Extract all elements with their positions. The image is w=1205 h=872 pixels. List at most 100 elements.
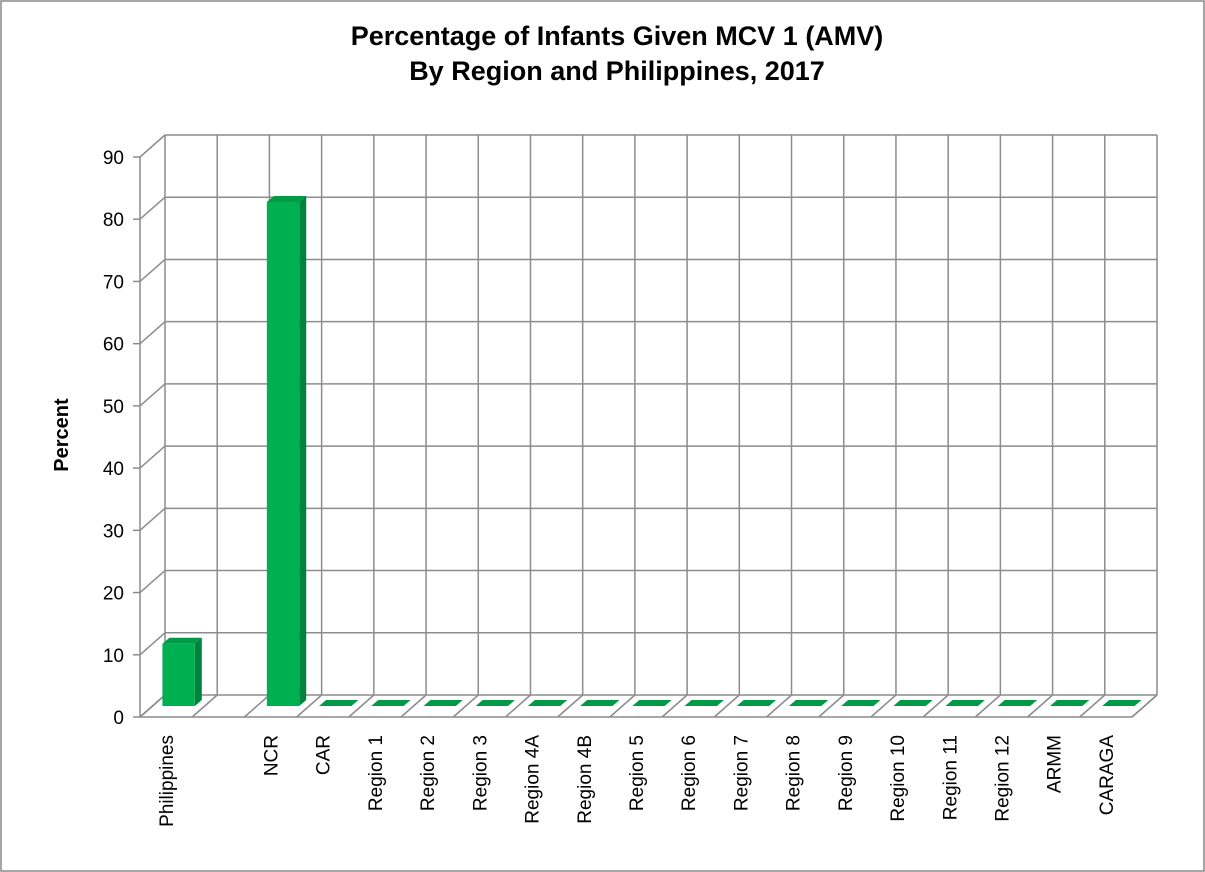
bar [788,700,829,706]
y-tick-label: 70 [103,272,124,293]
floor-line [1079,694,1106,718]
x-tick-label: Philippines [157,735,178,827]
x-tick-label: Region 2 [418,735,439,811]
floor-line [1131,694,1158,718]
x-tick-label: CAR [314,735,335,775]
bar-front [162,643,195,706]
bar [371,700,411,706]
bar-top [527,700,568,706]
x-tick-label: Region 8 [784,735,805,811]
bar-top [319,700,359,706]
y-tick-label: 20 [103,584,124,605]
grid-line [139,196,166,220]
y-tick-label: 50 [103,397,124,418]
y-tick-label: 30 [103,521,124,542]
floor-line [296,694,323,718]
floor-line [243,694,270,718]
x-tick-label: Region 5 [627,735,648,811]
bar-top [788,700,829,706]
x-tick-label: Region 9 [836,735,857,811]
y-tick-label: 40 [103,459,124,480]
chart-subtitle: By Region and Philippines, 2017 [409,56,825,86]
bar [423,700,463,706]
bar [841,700,881,706]
floor-line [609,694,636,718]
bar [684,700,724,706]
bar [632,700,672,706]
bar [527,700,568,706]
bar-top [893,700,933,706]
bar-top [684,700,724,706]
floor-line [348,694,375,718]
grid-line [139,258,166,283]
grid-line [139,632,166,656]
bar [266,196,307,706]
grid-line [139,569,166,594]
bar [162,637,202,706]
bar [997,700,1038,706]
bar-top [736,700,777,706]
grid-line [139,321,166,345]
x-tick-label: NCR [262,735,283,776]
bar-top [371,700,411,706]
y-tick-label: 10 [103,646,124,667]
y-tick-label: 0 [113,708,124,729]
bar [319,700,359,706]
floor-line [1027,694,1054,718]
floor-line [974,694,1001,718]
x-tick-label: Region 4B [575,735,596,824]
grid-line [139,507,166,531]
bar [1102,700,1142,706]
y-tick-label: 80 [103,210,124,231]
grid-line [139,694,166,718]
bar-top [423,700,463,706]
bar [475,700,516,706]
bar [736,700,777,706]
bar [580,700,620,706]
x-tick-label: Region 6 [679,735,700,811]
bar-side [299,196,307,706]
x-tick-label: Region 12 [992,735,1013,822]
y-axis-label: Percent [51,398,73,472]
floor-line [713,694,740,718]
floor-line [661,694,688,718]
grid-line [139,134,166,158]
x-tick-label: Region 11 [940,735,961,820]
bar [1049,700,1090,706]
x-tick-label: CARAGA [1097,735,1118,816]
floor-line [870,694,897,718]
bar-top [580,700,620,706]
x-tick-label: ARMM [1045,735,1066,793]
bar-front [266,202,300,706]
bar-top [1102,700,1142,706]
floor-line [922,694,949,718]
bar-top [475,700,516,706]
bar-top [1049,700,1090,706]
floor-line [191,694,218,718]
bar-top [841,700,881,706]
floor-line [766,694,793,718]
bar [893,700,933,706]
x-tick-label: Region 1 [366,735,387,811]
grid-line [139,445,166,469]
bar [945,700,985,706]
floor-line [452,694,479,718]
floor-line [557,694,584,718]
bar-top [945,700,985,706]
floor-line [400,694,427,718]
floor-line [818,694,845,718]
bar-top [632,700,672,706]
y-tick-label: 60 [103,335,124,356]
bar-top [162,637,202,644]
x-tick-label: Region 4A [523,735,544,824]
x-tick-label: Region 10 [888,735,909,822]
bar-side [194,637,202,706]
floor-line [504,694,531,718]
grid-line [139,383,166,407]
y-tick-label: 90 [103,148,124,169]
x-tick-label: Region 3 [470,735,491,811]
bar-top [266,196,307,202]
bar-top [997,700,1038,706]
